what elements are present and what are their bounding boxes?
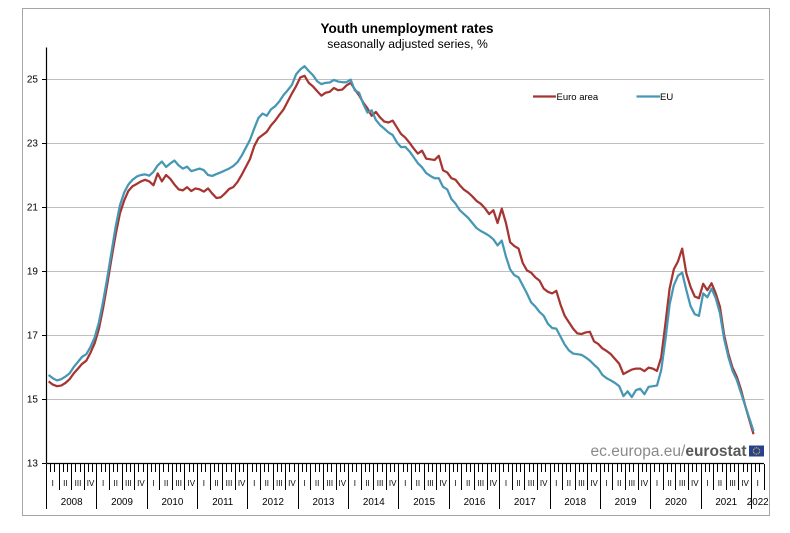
svg-text:Youth unemployment rates: Youth unemployment rates [320,21,493,36]
svg-text:I: I [454,479,456,488]
svg-text:EU: EU [660,92,673,103]
svg-text:I: I [303,479,305,488]
svg-text:IV: IV [187,479,195,488]
svg-text:2011: 2011 [212,497,233,508]
svg-text:IV: IV [87,479,95,488]
svg-text:I: I [555,479,557,488]
svg-text:III: III [679,479,686,488]
svg-text:2008: 2008 [61,497,83,508]
svg-text:17: 17 [27,331,39,342]
svg-text:2019: 2019 [615,497,637,508]
svg-text:II: II [114,479,118,488]
svg-text:IV: IV [238,479,246,488]
svg-text:IV: IV [641,479,649,488]
svg-text:2020: 2020 [665,497,687,508]
svg-text:13: 13 [27,459,39,470]
svg-text:2015: 2015 [413,497,435,508]
svg-text:seasonally adjusted series, %: seasonally adjusted series, % [327,37,488,51]
svg-text:I: I [757,479,759,488]
svg-text:I: I [505,479,507,488]
svg-text:II: II [365,479,369,488]
svg-text:23: 23 [27,139,39,150]
svg-text:II: II [516,479,520,488]
svg-text:II: II [567,479,571,488]
svg-text:III: III [628,479,635,488]
svg-text:2012: 2012 [262,497,284,508]
svg-text:I: I [606,479,608,488]
svg-text:2009: 2009 [111,497,133,508]
svg-text:II: II [617,479,621,488]
svg-text:II: II [718,479,722,488]
svg-text:III: III [75,479,82,488]
svg-text:2018: 2018 [564,497,586,508]
svg-text:IV: IV [741,479,749,488]
svg-text:I: I [706,479,708,488]
svg-text:II: II [265,479,269,488]
svg-text:IV: IV [389,479,397,488]
svg-text:II: II [416,479,420,488]
svg-text:II: II [466,479,470,488]
svg-text:IV: IV [339,479,347,488]
svg-text:IV: IV [540,479,548,488]
svg-text:2010: 2010 [161,497,183,508]
svg-text:IV: IV [439,479,447,488]
svg-text:III: III [729,479,736,488]
svg-text:IV: IV [691,479,699,488]
svg-text:IV: IV [590,479,598,488]
svg-text:III: III [578,479,585,488]
svg-text:I: I [354,479,356,488]
svg-text:II: II [315,479,319,488]
svg-text:III: III [377,479,384,488]
svg-text:III: III [477,479,484,488]
svg-text:2021: 2021 [715,497,737,508]
svg-text:ec.europa.eu/eurostat: ec.europa.eu/eurostat [591,443,747,460]
svg-text:Euro area: Euro area [557,92,599,103]
svg-text:I: I [656,479,658,488]
svg-text:IV: IV [490,479,498,488]
svg-text:25: 25 [27,75,39,86]
svg-text:III: III [226,479,233,488]
svg-text:II: II [63,479,67,488]
svg-text:I: I [203,479,205,488]
svg-text:I: I [152,479,154,488]
svg-text:IV: IV [288,479,296,488]
svg-text:2013: 2013 [313,497,335,508]
svg-text:I: I [102,479,104,488]
svg-text:2016: 2016 [464,497,486,508]
svg-text:IV: IV [137,479,145,488]
svg-text:III: III [427,479,434,488]
svg-text:I: I [404,479,406,488]
svg-text:III: III [326,479,333,488]
svg-text:2017: 2017 [514,497,536,508]
svg-text:II: II [667,479,671,488]
svg-text:II: II [214,479,218,488]
svg-text:21: 21 [27,203,39,214]
svg-text:2022: 2022 [747,497,769,508]
svg-text:2014: 2014 [363,497,385,508]
svg-text:19: 19 [27,267,39,278]
svg-text:III: III [528,479,535,488]
svg-text:II: II [164,479,168,488]
svg-text:III: III [125,479,132,488]
svg-text:III: III [175,479,182,488]
svg-text:I: I [52,479,54,488]
svg-text:15: 15 [27,395,39,406]
svg-text:I: I [253,479,255,488]
svg-text:III: III [276,479,283,488]
